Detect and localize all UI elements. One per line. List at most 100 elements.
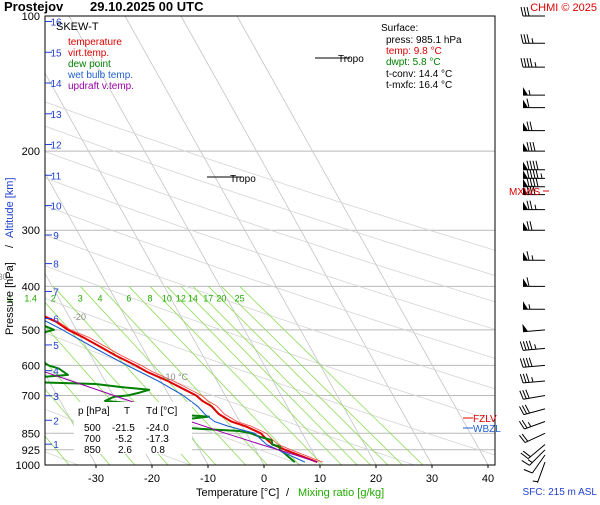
wind-barb — [520, 444, 546, 459]
wind-barb — [523, 221, 545, 231]
barb-feather — [521, 405, 528, 415]
mixing-ratio-label: 17 — [203, 293, 213, 303]
barb-feather — [519, 341, 524, 351]
barb-pennant — [523, 161, 528, 170]
table-row-850-t: 2.6 — [118, 445, 132, 456]
barb-feather — [526, 34, 530, 44]
datetime-title: 29.10.2025 00 UTC — [90, 0, 204, 14]
altitude-tick-label: 2 — [53, 416, 59, 427]
wind-barb — [523, 160, 545, 171]
table-header-td: Td [°C] — [146, 406, 177, 417]
mixing-ratio-line — [192, 286, 371, 465]
surface-title: Surface: — [381, 23, 418, 34]
isotherm-line — [124, 16, 377, 465]
isotherm-line — [45, 172, 209, 465]
barb-feather — [529, 169, 533, 179]
wind-barb — [523, 169, 545, 179]
wind-barb — [523, 277, 545, 287]
temp-tick-label: 10 — [314, 473, 326, 485]
fzlv-label: FZLV — [473, 414, 497, 425]
pressure-tick-label: 1000 — [16, 460, 40, 472]
x-axis-sep: / — [286, 487, 290, 499]
temp-tick-label: 0 — [261, 473, 267, 485]
table-header-t: T — [124, 406, 130, 417]
barb-feather — [521, 459, 530, 466]
barb-feather — [529, 200, 533, 210]
barb-feather — [519, 406, 525, 415]
barb-feather — [526, 142, 530, 152]
wind-barb — [519, 389, 546, 400]
barb-feather — [529, 177, 533, 187]
wind-barb — [523, 251, 545, 261]
temp-tick-label: -30 — [88, 473, 104, 485]
wind-barb — [523, 177, 545, 188]
barb-pennant — [523, 143, 528, 152]
mixing-ratio-line — [128, 286, 300, 465]
isotherm-line — [45, 272, 153, 465]
wind-barbs — [518, 6, 546, 483]
legend: SKEW-T temperature virt.temp. dew point … — [56, 21, 134, 92]
wind-barb — [520, 6, 545, 17]
table-row-500-td: -24.0 — [146, 423, 169, 434]
barb-feather — [522, 373, 527, 383]
barb-feather — [519, 390, 524, 400]
barb-feather — [525, 357, 530, 367]
isotherm-line — [180, 16, 433, 465]
barb-feather — [535, 160, 539, 170]
barb-feather — [520, 452, 529, 459]
dry-adiabat — [45, 265, 495, 422]
altitude-tick-label: 10 — [50, 202, 62, 213]
dry-adiabat — [45, 101, 495, 251]
barb-feather — [526, 277, 530, 287]
barb-staff — [524, 432, 546, 444]
barb-feather — [519, 373, 524, 384]
barb-pennant — [523, 122, 528, 131]
altitude-tick-label: 8 — [53, 260, 59, 271]
barb-half-feather — [528, 89, 531, 96]
barb-feather — [535, 177, 539, 187]
barb-feather — [525, 340, 530, 350]
altitude-tick-label: 3 — [53, 392, 59, 403]
barb-staff — [523, 347, 546, 351]
dry-adiabat — [45, 177, 495, 330]
mixing-ratio-label: 2 — [51, 293, 56, 303]
dry-adiabat — [45, 369, 303, 465]
series-line — [45, 315, 318, 464]
barb-feather — [520, 6, 524, 17]
barb-feather — [528, 340, 533, 350]
barb-pennant — [523, 186, 528, 195]
credit-label: CHMI © 2025 — [530, 2, 597, 14]
isotherm-line — [68, 16, 321, 465]
barb-feather — [523, 34, 527, 44]
altitude-tick-label: 15 — [50, 48, 62, 59]
altitude-tick-label: 16 — [50, 18, 62, 29]
barb-feather — [532, 160, 536, 170]
pressure-tick-label: 500 — [22, 325, 40, 337]
barb-staff — [527, 444, 546, 459]
isotherm-label: -20 — [73, 312, 86, 322]
barb-feather — [523, 58, 527, 68]
mixing-ratio-line — [180, 286, 358, 465]
surface-tmxfc: t-mxfc: 16.4 °C — [386, 80, 452, 91]
legend-temperature: temperature — [68, 37, 122, 48]
wind-barb — [518, 419, 546, 430]
barb-feather — [522, 358, 527, 368]
y-axis-title: Pressure [hPa] — [4, 262, 16, 335]
barb-feather — [520, 58, 524, 68]
temp-tick-label: -10 — [200, 473, 216, 485]
barb-feather — [532, 177, 536, 187]
isotherm-line — [45, 72, 265, 465]
altitude-tick-label: 14 — [50, 79, 62, 90]
mixing-ratio-line — [166, 286, 342, 465]
x-axis-title-mixing: Mixing ratio [g/kg] — [298, 487, 384, 499]
station-title: Prostejov — [4, 0, 64, 14]
dry-adiabat — [45, 332, 415, 465]
barb-pennant — [523, 222, 528, 231]
mixing-ratio-line — [149, 286, 324, 465]
wind-barb — [523, 301, 545, 310]
barb-half-feather — [531, 377, 534, 383]
isotherm-label: -30 — [0, 272, 8, 282]
barb-feather — [529, 221, 533, 231]
pressure-tick-label: 850 — [22, 428, 40, 440]
